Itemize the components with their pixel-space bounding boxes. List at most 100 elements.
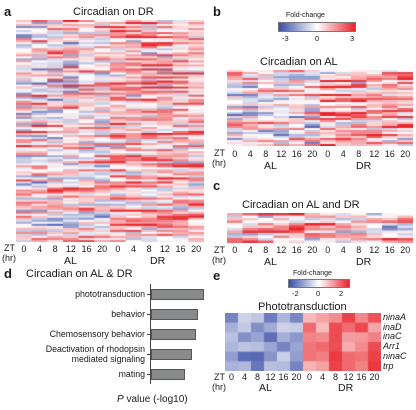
gene-label: inaC	[383, 331, 402, 342]
group-al-a: AL	[64, 255, 77, 267]
category-label: mating	[119, 369, 145, 379]
bar-chart-axis	[150, 284, 151, 384]
bar	[151, 308, 199, 320]
a-zt-tick: 12	[65, 244, 76, 254]
a-zt-tick: 0	[115, 244, 121, 254]
b-zt-tick: 20	[307, 149, 318, 159]
gene-label: ninaC	[383, 350, 407, 361]
colorbar-b-tick-mid: 0	[315, 34, 320, 43]
a-zt-tick: 4	[130, 244, 136, 254]
zt-label-b: ZT	[214, 148, 225, 158]
xlabel-rest: value (-log10)	[123, 394, 188, 405]
category-label: behavior	[111, 309, 145, 319]
panel-d-title: Circadian on AL & DR	[26, 268, 133, 280]
category-label: Deactivation of rhodopsin mediated signal…	[46, 344, 145, 364]
bar	[151, 368, 186, 380]
category-label: phototransduction	[75, 289, 145, 299]
bar-chart-xlabel: P value (-log10)	[117, 394, 188, 405]
panel-a-title: Circadian on DR	[73, 6, 154, 18]
b-zt-tick: 0	[325, 149, 331, 159]
e-zt-tick: 20	[291, 372, 302, 382]
c-zt-tick: 4	[340, 245, 346, 255]
b-zt-tick: 16	[384, 149, 395, 159]
category-tick	[147, 374, 150, 375]
category-label-line: Chemosensory behavior	[49, 329, 145, 339]
panel-letter-a: a	[4, 4, 12, 19]
hr-label-e: (hr)	[212, 382, 226, 392]
gene-label: trp	[383, 360, 394, 371]
group-dr-a: DR	[150, 255, 166, 267]
group-dr-e: DR	[338, 382, 354, 394]
panel-b-title: Circadian on AL	[260, 56, 338, 68]
c-zt-tick: 0	[232, 245, 238, 255]
colorbar-e	[288, 279, 350, 288]
c-zt-tick: 20	[307, 245, 318, 255]
e-zt-tick: 0	[228, 372, 234, 382]
c-zt-tick: 12	[369, 245, 380, 255]
category-label-line: mediated signaling	[71, 354, 145, 364]
e-zt-tick: 0	[306, 372, 312, 382]
zt-label-a: ZT	[4, 243, 15, 253]
e-zt-tick: 16	[278, 372, 289, 382]
gene-label: inaD	[383, 321, 402, 332]
category-label-line: phototransduction	[75, 289, 145, 299]
a-zt-tick: 8	[52, 244, 58, 254]
panel-c-title: Circadian on AL and DR	[242, 199, 360, 211]
c-zt-tick: 16	[291, 245, 302, 255]
b-zt-tick: 20	[400, 149, 411, 159]
panel-e-title: Phototransduction	[258, 301, 347, 313]
zt-label-c: ZT	[214, 245, 225, 255]
group-al-e: AL	[259, 382, 272, 394]
category-label-line: behavior	[111, 309, 145, 319]
xlabel-italic: P	[117, 394, 124, 405]
a-zt-tick: 0	[21, 244, 27, 254]
b-zt-tick: 0	[232, 149, 238, 159]
heatmap-a	[16, 20, 204, 242]
e-zt-tick: 16	[356, 372, 367, 382]
heatmap-c	[227, 213, 413, 243]
heatmap-e	[225, 313, 381, 371]
b-zt-tick: 8	[356, 149, 362, 159]
b-zt-tick: 12	[276, 149, 287, 159]
b-zt-tick: 4	[247, 149, 253, 159]
bar	[151, 288, 205, 300]
colorbar-b-label: Fold-change	[286, 12, 325, 19]
b-zt-tick: 8	[263, 149, 269, 159]
category-tick	[147, 294, 150, 295]
c-zt-tick: 20	[400, 245, 411, 255]
group-dr-b: DR	[356, 160, 372, 172]
hr-label-a: (hr)	[2, 253, 16, 263]
c-zt-tick: 8	[356, 245, 362, 255]
a-zt-tick: 16	[175, 244, 186, 254]
a-zt-tick: 8	[146, 244, 152, 254]
panel-letter-e: e	[213, 268, 221, 283]
group-al-b: AL	[264, 160, 277, 172]
e-zt-tick: 4	[241, 372, 247, 382]
colorbar-b-tick-high: 3	[350, 34, 355, 43]
e-zt-tick: 12	[265, 372, 276, 382]
b-zt-tick: 16	[291, 149, 302, 159]
category-tick	[147, 334, 150, 335]
panel-letter-d: d	[4, 266, 12, 281]
a-zt-tick: 20	[191, 244, 202, 254]
a-zt-tick: 20	[97, 244, 108, 254]
c-zt-tick: 4	[247, 245, 253, 255]
category-label-line: Deactivation of rhodopsin	[45, 344, 145, 354]
colorbar-e-tick-low: -2	[292, 289, 299, 298]
heatmap-b	[227, 70, 413, 146]
hr-label-c: (hr)	[212, 255, 226, 265]
group-dr-c: DR	[356, 256, 372, 268]
c-zt-tick: 16	[384, 245, 395, 255]
c-zt-tick: 8	[263, 245, 269, 255]
a-zt-tick: 4	[36, 244, 42, 254]
panel-letter-c: c	[213, 178, 221, 193]
e-zt-tick: 8	[254, 372, 260, 382]
b-zt-tick: 4	[340, 149, 346, 159]
colorbar-b	[278, 22, 356, 32]
panel-letter-b: b	[213, 4, 221, 19]
c-zt-tick: 12	[276, 245, 287, 255]
colorbar-e-tick-high: 2	[339, 289, 344, 298]
bar	[151, 328, 196, 340]
b-zt-tick: 12	[369, 149, 380, 159]
category-tick	[147, 354, 150, 355]
